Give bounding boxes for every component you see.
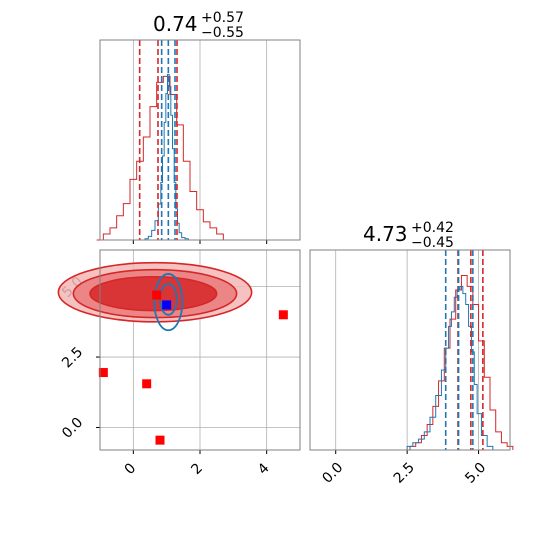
panel-histogram-param-1	[96, 39, 301, 244]
joint-x-tick-label-0: 0	[122, 460, 140, 478]
joint-y-tick-label-1: 2.5	[59, 344, 86, 371]
joint-y-tick-label-0: 0.0	[59, 415, 86, 442]
joint-frame	[99, 249, 301, 451]
hist2-blue-step-series	[406, 285, 494, 450]
hist1-frame	[99, 39, 301, 241]
hist1-blue-step-series	[144, 73, 189, 240]
hist1-red-step-series	[96, 75, 237, 241]
title-param-1: 0.74 +0.57 −0.55	[153, 10, 244, 41]
panel-histogram-param-2: 0.0 2.5 5.0	[309, 249, 514, 487]
title-param-2-value: 4.73	[363, 222, 408, 246]
title-param-1-value: 0.74	[153, 12, 198, 36]
hist2-tick-label-0: 0.0	[319, 460, 346, 487]
joint-red-marker-0	[152, 290, 162, 300]
title-param-1-plus: +0.57	[201, 10, 244, 26]
title-param-2-minus: −0.45	[411, 235, 454, 251]
joint-red-marker-4	[155, 435, 165, 445]
joint-blue-marker-0	[162, 300, 172, 310]
title-param-2-plus: +0.42	[411, 220, 454, 236]
joint-red-marker-1	[278, 310, 288, 320]
hist2-tick-label-2: 5.0	[462, 460, 489, 487]
joint-red-marker-2	[98, 368, 108, 378]
joint-x-tick-label-2: 4	[255, 460, 273, 478]
hist2-frame	[309, 249, 511, 451]
joint-red-marker-3	[142, 379, 152, 389]
title-param-1-minus: −0.55	[201, 25, 244, 41]
joint-x-tick-label-1: 2	[188, 460, 206, 478]
hist2-tick-label-1: 2.5	[391, 460, 418, 487]
title-param-2: 4.73 +0.42 −0.45	[363, 220, 454, 251]
hist2-red-step-series	[404, 274, 514, 451]
joint-blue-contour-0	[153, 273, 184, 332]
